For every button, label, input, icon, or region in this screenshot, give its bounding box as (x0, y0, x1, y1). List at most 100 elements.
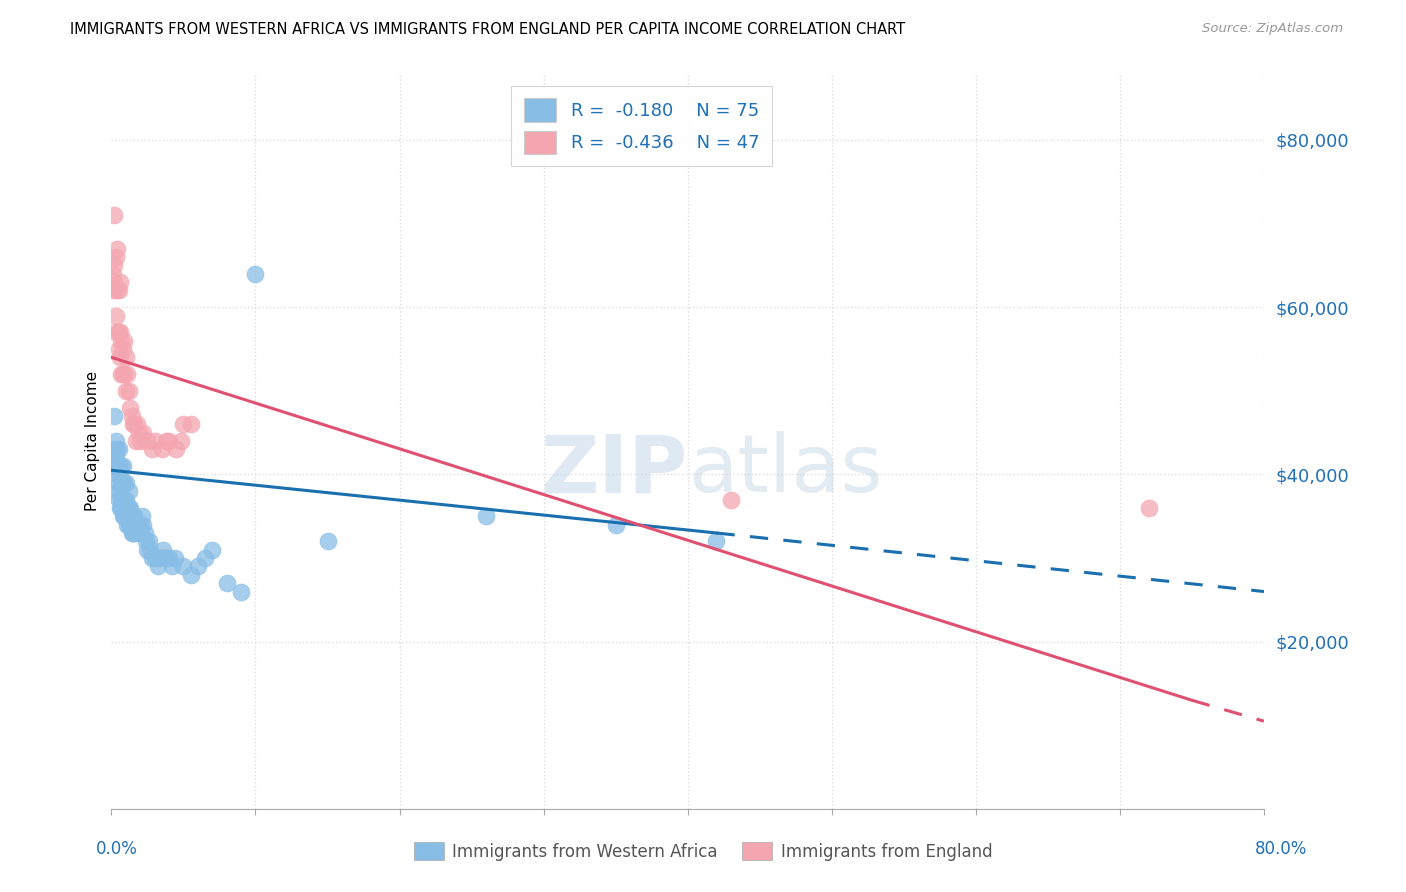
Point (124, 417, 146, 432)
Point (136, 434, 159, 448)
Point (104, 309, 127, 323)
Point (112, 509, 135, 524)
Point (155, 434, 177, 448)
Point (103, 208, 125, 222)
Point (124, 509, 146, 524)
Point (129, 434, 152, 448)
Point (229, 584, 252, 599)
Point (114, 492, 136, 507)
Point (245, 267, 267, 281)
Point (105, 284, 128, 298)
Point (110, 492, 132, 507)
Text: 80.0%: 80.0% (1256, 840, 1308, 858)
Point (160, 559, 183, 574)
Point (112, 492, 135, 507)
Point (134, 526, 156, 541)
Point (169, 434, 191, 448)
Point (118, 500, 141, 515)
Point (108, 325, 131, 339)
Point (108, 351, 131, 365)
Text: IMMIGRANTS FROM WESTERN AFRICA VS IMMIGRANTS FROM ENGLAND PER CAPITA INCOME CORR: IMMIGRANTS FROM WESTERN AFRICA VS IMMIGR… (70, 22, 905, 37)
Point (120, 401, 142, 415)
Point (107, 342, 129, 356)
Point (114, 509, 136, 524)
Point (125, 517, 148, 532)
Point (157, 434, 180, 448)
Point (215, 576, 238, 591)
Text: Source: ZipAtlas.com: Source: ZipAtlas.com (1202, 22, 1343, 36)
Point (122, 509, 145, 524)
Point (117, 500, 139, 515)
Point (108, 467, 131, 482)
Point (105, 242, 128, 256)
Point (122, 526, 145, 541)
Point (103, 409, 125, 423)
Point (128, 526, 150, 541)
Point (138, 534, 160, 549)
Point (103, 442, 125, 457)
Point (127, 517, 149, 532)
Point (101, 267, 124, 281)
Text: atlas: atlas (688, 432, 882, 509)
Point (108, 484, 131, 499)
Point (475, 509, 498, 524)
Point (107, 325, 129, 339)
Point (1137, 500, 1160, 515)
Point (172, 417, 194, 432)
Point (104, 467, 127, 482)
Text: 0.0%: 0.0% (96, 840, 138, 858)
Point (114, 351, 136, 365)
Point (132, 517, 155, 532)
Point (103, 275, 125, 289)
Point (139, 542, 162, 557)
Point (201, 542, 224, 557)
Point (103, 258, 125, 272)
Point (141, 442, 163, 457)
Point (155, 551, 177, 566)
Point (720, 492, 742, 507)
Point (104, 250, 127, 264)
Legend: R =  -0.180    N = 75, R =  -0.436    N = 47: R = -0.180 N = 75, R = -0.436 N = 47 (512, 86, 772, 167)
Text: ZIP: ZIP (540, 432, 688, 509)
Point (605, 517, 627, 532)
Point (316, 534, 339, 549)
Point (187, 559, 209, 574)
Point (127, 417, 149, 432)
Point (107, 459, 129, 474)
Point (180, 567, 202, 582)
Point (132, 425, 155, 440)
Point (136, 542, 159, 557)
Point (152, 542, 174, 557)
Point (107, 475, 129, 490)
Point (149, 551, 172, 566)
Point (143, 434, 166, 448)
Point (110, 334, 132, 348)
Point (194, 551, 217, 566)
Point (146, 559, 169, 574)
Point (129, 517, 152, 532)
Point (117, 517, 139, 532)
Point (101, 459, 124, 474)
Point (114, 475, 136, 490)
Point (107, 492, 129, 507)
Point (150, 442, 173, 457)
Point (124, 526, 146, 541)
Point (111, 342, 134, 356)
Point (135, 534, 157, 549)
Point (121, 509, 143, 524)
Point (110, 500, 132, 515)
Point (112, 475, 135, 490)
Point (111, 367, 134, 381)
Point (111, 492, 134, 507)
Point (111, 459, 134, 474)
Point (121, 409, 143, 423)
Point (107, 442, 129, 457)
Point (114, 384, 136, 398)
Point (104, 450, 127, 465)
Point (163, 551, 186, 566)
Point (121, 526, 143, 541)
Y-axis label: Per Capita Income: Per Capita Income (86, 371, 100, 511)
Point (110, 459, 132, 474)
Point (117, 367, 139, 381)
Point (108, 275, 131, 289)
